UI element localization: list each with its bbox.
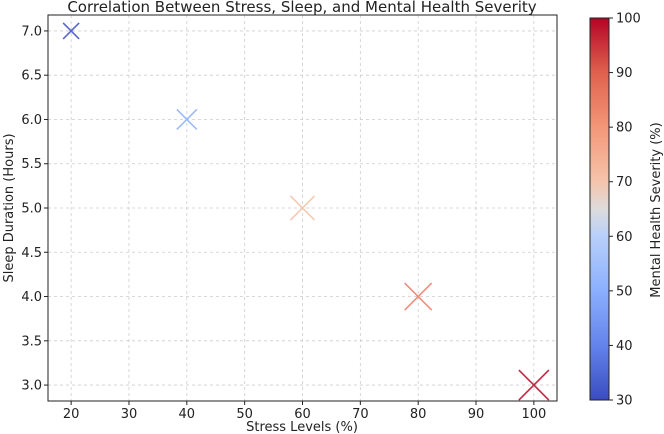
colorbar-tick-label: 100 <box>616 12 641 27</box>
data-points <box>62 22 550 401</box>
colorbar-tick-label: 30 <box>616 394 633 409</box>
x-ticks: 20 30 40 50 60 70 80 90 100 <box>63 401 546 422</box>
scatter-point <box>289 195 316 221</box>
colorbar-tick-label: 60 <box>616 230 633 245</box>
scatter-point <box>518 369 550 401</box>
x-tick-label: 70 <box>352 407 369 422</box>
x-tick-label: 80 <box>410 407 427 422</box>
colorbar-tick-label: 90 <box>616 66 633 81</box>
y-tick-label: 6.0 <box>21 113 42 128</box>
scatter-point <box>62 22 80 40</box>
colorbar-tick-label: 40 <box>616 339 633 354</box>
y-tick-label: 5.5 <box>21 157 42 172</box>
x-tick-label: 60 <box>294 407 311 422</box>
colorbar-tick-label: 70 <box>616 175 633 190</box>
chart-title: Correlation Between Stress, Sleep, and M… <box>67 0 536 16</box>
y-axis-label: Sleep Duration (Hours) <box>2 133 17 282</box>
scatter-point <box>176 108 198 131</box>
x-tick-label: 40 <box>179 407 196 422</box>
colorbar-ticks: 30 40 50 60 70 80 90 100 <box>609 12 641 409</box>
y-tick-label: 3.5 <box>21 334 42 349</box>
colorbar-tick-label: 80 <box>616 121 633 136</box>
x-tick-label: 20 <box>63 407 80 422</box>
x-tick-label: 30 <box>121 407 138 422</box>
y-tick-label: 6.5 <box>21 69 42 84</box>
y-tick-label: 7.0 <box>21 24 42 39</box>
colorbar-tick-label: 50 <box>616 284 633 299</box>
y-tick-label: 4.5 <box>21 246 42 261</box>
x-tick-label: 90 <box>468 407 485 422</box>
x-tick-label: 50 <box>236 407 253 422</box>
scatter-point <box>404 282 433 311</box>
y-tick-label: 5.0 <box>21 202 42 217</box>
colorbar-label: Mental Health Severity (%) <box>649 122 664 297</box>
colorbar <box>589 17 610 401</box>
x-axis-label: Stress Levels (%) <box>246 420 358 434</box>
y-tick-label: 3.0 <box>21 379 42 394</box>
y-ticks: 3.0 3.5 4.0 4.5 5.0 5.5 6.0 6.5 7.0 <box>21 24 48 394</box>
x-tick-label: 100 <box>521 407 546 422</box>
y-tick-label: 4.0 <box>21 290 42 305</box>
